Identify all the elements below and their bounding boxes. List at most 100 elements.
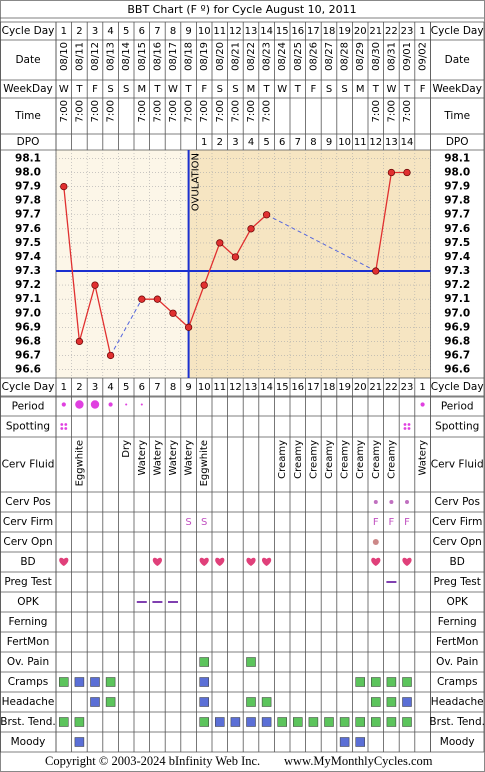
temp-point <box>372 267 380 275</box>
symptom-square <box>277 717 287 727</box>
temp-point <box>60 182 68 191</box>
cerv-firm: S <box>201 517 207 528</box>
cycle-day: 15 <box>276 382 289 393</box>
weekday: M <box>247 84 256 95</box>
cycle-day: 9 <box>185 382 191 393</box>
y-tick-label: 96.7 <box>15 349 41 361</box>
y-tick-label: 96.7 <box>444 349 470 361</box>
period-dot <box>75 400 84 409</box>
symptom-square <box>355 677 365 687</box>
temp-line <box>63 186 112 356</box>
y-tick-label: 97.9 <box>444 181 470 193</box>
cycle-day: 20 <box>354 26 367 37</box>
temp-point <box>231 253 240 261</box>
dpo: 9 <box>326 137 332 148</box>
cycle-day: 1 <box>419 382 425 393</box>
symptom-square <box>386 697 397 707</box>
row-label: Cerv Pos <box>434 496 480 508</box>
time: 7:00 <box>402 100 413 122</box>
date: 08/21 <box>230 42 241 71</box>
symptom-square <box>215 717 225 727</box>
spotting-dot <box>60 427 64 430</box>
row-label: FertMon <box>7 636 50 648</box>
period-dot <box>420 402 425 407</box>
row-label: Cycle Day <box>2 381 55 393</box>
row-label: WeekDay <box>432 83 482 95</box>
cycle-day: 7 <box>154 382 160 393</box>
cycle-day: 2 <box>76 382 82 393</box>
symptom-square <box>90 677 100 687</box>
time: 7:00 <box>59 100 70 122</box>
spotting-dot <box>407 423 411 426</box>
y-tick-label: 97.2 <box>15 279 41 291</box>
y-tick-label: 96.6 <box>444 364 470 376</box>
cerv-firm: S <box>185 517 191 528</box>
row-label: OPK <box>446 596 469 608</box>
weekday: T <box>372 84 380 95</box>
spotting-dot <box>64 427 68 430</box>
row-label: Cerv Fluid <box>431 459 484 471</box>
cerv-opn <box>372 539 379 545</box>
time: 7:00 <box>215 100 226 122</box>
y-tick-label: 97.6 <box>444 223 470 235</box>
symptom-square <box>230 717 241 727</box>
symptom-square <box>59 717 69 727</box>
time: 7:00 <box>184 100 195 122</box>
cycle-day: 1 <box>61 382 67 393</box>
cycle-day: 13 <box>245 382 258 393</box>
row-label: Preg Test <box>434 576 481 588</box>
time: 7:00 <box>386 100 397 122</box>
cerv-fluid: Creamy <box>355 440 366 479</box>
weekday: M <box>356 84 365 95</box>
row-label: Date <box>445 54 470 66</box>
weekday: M <box>137 84 146 95</box>
row-label: Spotting <box>6 421 50 433</box>
cycle-day: 20 <box>354 382 367 393</box>
temp-point <box>184 323 193 331</box>
cycle-day: 7 <box>154 26 160 37</box>
date: 08/14 <box>121 42 132 71</box>
cerv-fluid: Creamy <box>386 440 397 479</box>
temp-point <box>138 295 146 303</box>
cycle-day: 8 <box>170 26 176 37</box>
bd-heart <box>199 557 209 566</box>
row-label: Spotting <box>435 421 479 433</box>
symptom-square <box>105 697 116 707</box>
cycle-day: 5 <box>123 382 129 393</box>
symptom-square <box>324 717 334 727</box>
y-tick-label: 97.4 <box>15 251 41 263</box>
y-tick-label: 97.8 <box>15 195 41 207</box>
symptom-square <box>74 737 85 747</box>
period-dot <box>125 403 128 406</box>
time: 7:00 <box>106 100 117 122</box>
symptom-square <box>339 717 350 727</box>
gap-connector <box>110 298 143 356</box>
date: 08/28 <box>340 42 351 71</box>
spotting-dot <box>403 423 407 426</box>
row-label: Time <box>443 110 470 122</box>
row-label: BD <box>20 556 35 568</box>
y-tick-label: 97.7 <box>444 209 470 221</box>
spotting-dot <box>60 423 64 426</box>
y-tick-label: 98.0 <box>15 167 41 179</box>
symptom-square <box>199 677 209 687</box>
cycle-day: 16 <box>291 382 304 393</box>
cycle-day: 6 <box>139 26 145 37</box>
cerv-firm: F <box>389 517 395 528</box>
row-label: DPO <box>17 136 40 148</box>
period-dot <box>140 403 143 406</box>
cycle-day: 3 <box>92 382 98 393</box>
cerv-fluid: Creamy <box>277 440 288 479</box>
date: 08/30 <box>371 42 382 71</box>
cycle-day: 18 <box>323 382 336 393</box>
date: 08/24 <box>277 42 288 71</box>
time: 7:00 <box>74 100 85 122</box>
date: 08/20 <box>215 42 226 71</box>
row-label: WeekDay <box>3 83 53 95</box>
y-tick-label: 96.8 <box>444 335 470 347</box>
bd-heart <box>152 557 163 566</box>
date: 08/19 <box>199 42 210 71</box>
weekday: F <box>420 84 426 95</box>
